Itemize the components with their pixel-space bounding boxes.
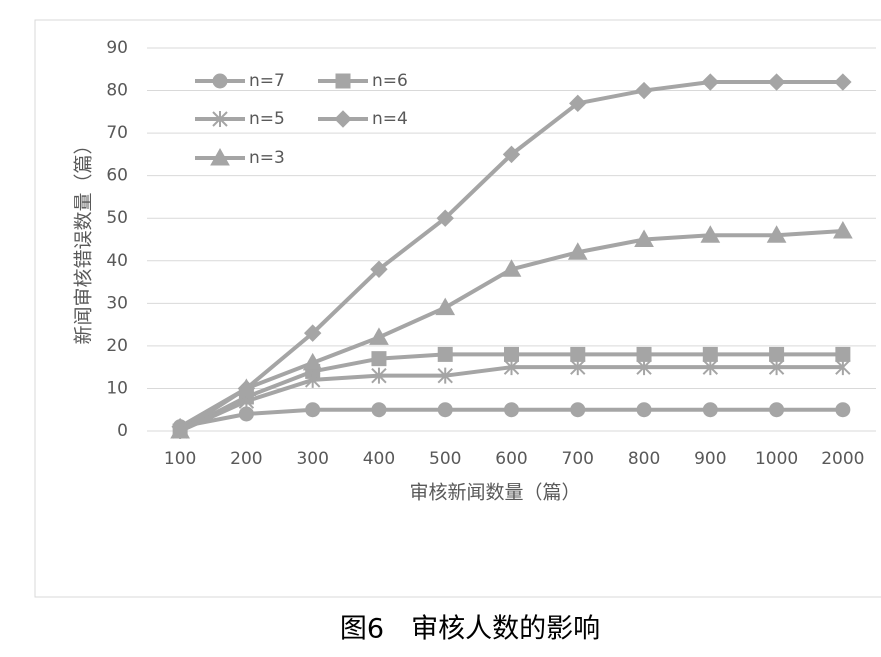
legend-marker — [212, 73, 228, 89]
point-marker — [503, 359, 520, 376]
y-tick-label: 90 — [106, 38, 128, 58]
x-tick-label: 2000 — [821, 449, 864, 469]
point-marker — [236, 378, 257, 396]
x-tick-label: 300 — [296, 449, 328, 469]
y-tick-label: 20 — [106, 336, 128, 356]
x-tick-label: 400 — [363, 449, 395, 469]
y-tick-label: 40 — [106, 251, 128, 271]
chart-frame — [34, 19, 881, 598]
point-marker — [436, 209, 454, 227]
legend-label: n=5 — [249, 109, 285, 129]
point-marker — [769, 402, 785, 418]
point-marker — [502, 145, 521, 164]
legend-marker — [212, 111, 228, 127]
y-axis-label: 新闻审核错误数量（篇） — [73, 135, 95, 344]
x-tick-label: 500 — [429, 449, 461, 469]
point-marker — [701, 73, 720, 91]
point-marker — [635, 81, 653, 100]
point-marker — [766, 225, 787, 243]
x-tick-label: 1000 — [755, 449, 798, 469]
legend-marker — [334, 110, 352, 128]
point-marker — [702, 402, 718, 418]
point-marker — [702, 359, 719, 376]
point-marker — [634, 229, 654, 247]
legend-label: n=6 — [372, 71, 408, 91]
point-marker — [437, 367, 453, 384]
point-marker — [570, 359, 586, 376]
point-marker — [170, 420, 190, 439]
point-marker — [371, 402, 387, 418]
y-tick-label: 60 — [106, 166, 128, 186]
point-marker — [501, 259, 522, 277]
y-tick-label: 10 — [106, 378, 128, 398]
point-marker — [371, 367, 387, 384]
point-marker — [569, 94, 587, 113]
point-marker — [570, 402, 586, 418]
y-tick-label: 70 — [106, 123, 128, 143]
y-tick-label: 50 — [106, 208, 128, 228]
point-marker — [371, 351, 387, 367]
x-tick-label: 900 — [694, 449, 726, 469]
point-marker — [305, 402, 321, 418]
x-tick-label: 100 — [164, 449, 196, 469]
point-marker — [700, 225, 721, 243]
legend-label: n=3 — [249, 148, 285, 168]
legend-marker — [210, 147, 230, 166]
point-marker — [437, 402, 453, 418]
caption: 图6 审核人数的影响 — [340, 614, 600, 645]
x-tick-label: 800 — [628, 449, 660, 469]
point-marker — [768, 359, 785, 376]
point-marker — [835, 402, 851, 418]
point-marker — [304, 371, 321, 388]
x-tick-label: 600 — [495, 449, 527, 469]
point-marker — [303, 324, 322, 342]
point-marker — [302, 352, 323, 371]
legend-marker — [335, 73, 351, 89]
point-marker — [767, 73, 786, 91]
point-marker — [636, 359, 652, 376]
legend-label: n=4 — [372, 109, 408, 129]
x-axis-label: 审核新闻数量（篇） — [409, 482, 580, 504]
point-marker — [835, 359, 851, 376]
point-marker — [370, 260, 388, 278]
x-tick-label: 200 — [230, 449, 262, 469]
point-marker — [567, 242, 588, 260]
point-marker — [834, 73, 852, 91]
point-marker — [437, 346, 453, 362]
legend-label: n=7 — [249, 71, 285, 91]
point-marker — [636, 402, 652, 418]
point-marker — [435, 297, 456, 316]
y-tick-label: 80 — [106, 81, 128, 101]
x-tick-label: 700 — [562, 449, 594, 469]
y-tick-label: 30 — [106, 293, 128, 313]
point-marker — [369, 327, 389, 345]
point-marker — [504, 402, 519, 418]
point-marker — [833, 220, 853, 239]
y-tick-label: 0 — [117, 421, 128, 441]
